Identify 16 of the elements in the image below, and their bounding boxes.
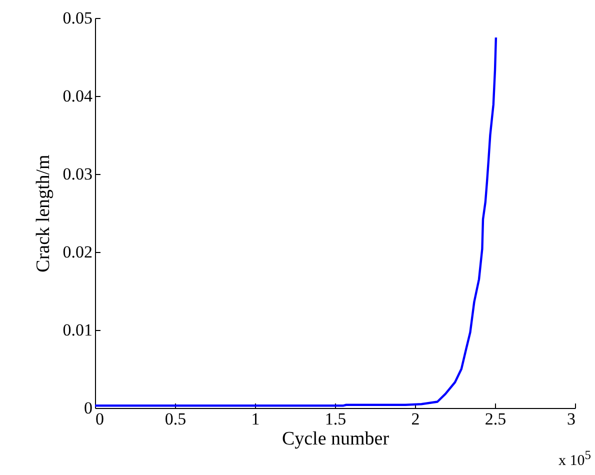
x-tick-label: 0 <box>96 410 104 428</box>
y-axis-title: Crack length/m <box>32 154 54 272</box>
y-tick-label: 0.03 <box>62 164 92 184</box>
x-tick-label: 0.5 <box>164 410 186 428</box>
y-tick-label: 0.02 <box>62 242 92 262</box>
y-tick-label: 0.04 <box>62 86 93 106</box>
x-tick-label: 2.5 <box>484 410 506 428</box>
x-axis-title: Cycle number <box>282 428 390 450</box>
x-tick-label: 1.5 <box>324 410 346 428</box>
x-tick-label: 2 <box>411 410 420 428</box>
y-tick-label: 0.05 <box>62 8 92 28</box>
x-tick-label: 3 <box>567 410 576 428</box>
x-tick-label: 1 <box>251 410 260 428</box>
line-series <box>94 36 498 407</box>
y-tick-label: 0.01 <box>62 320 92 340</box>
text: x 10$^{5}$ <box>558 448 591 470</box>
